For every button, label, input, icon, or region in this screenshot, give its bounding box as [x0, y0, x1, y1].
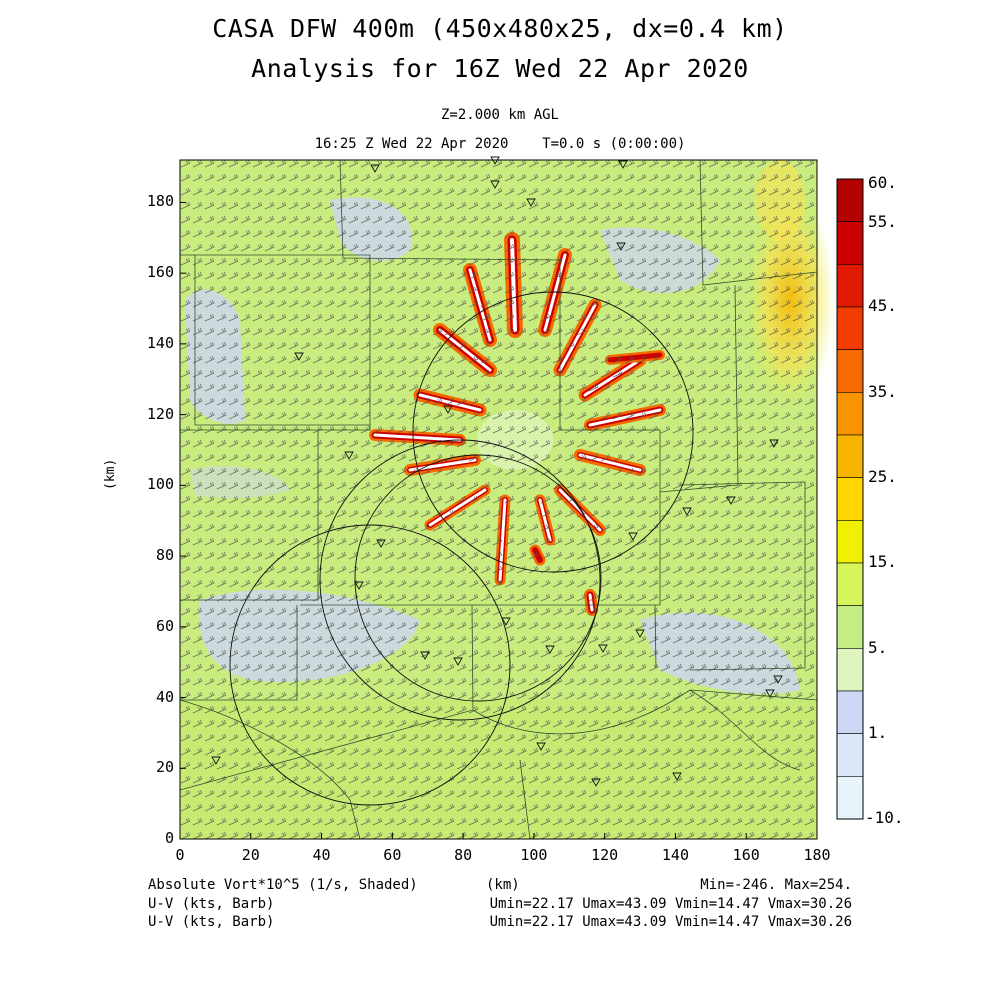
shaded-field-label: Absolute Vort*10^5 (1/s, Shaded) — [148, 877, 418, 893]
colorbar — [836, 178, 864, 820]
colorbar-label: 60. — [868, 173, 897, 192]
x-axis-label: (km) — [486, 877, 520, 893]
colorbar-swatch — [836, 264, 864, 308]
colorbar-swatch — [836, 562, 864, 606]
y-tick-label: 60 — [155, 616, 174, 635]
time-label: 16:25 Z Wed 22 Apr 2020 T=0.0 s (0:00:00… — [314, 136, 686, 152]
x-tick-label: 180 — [803, 846, 831, 864]
y-tick-label: 0 — [164, 829, 174, 847]
y-axis-label: (km) — [103, 458, 118, 490]
plot-subtitle: Analysis for 16Z Wed 22 Apr 2020 — [251, 54, 749, 83]
y-axis-ticks — [180, 201, 186, 840]
colorbar-swatch — [836, 306, 864, 350]
y-tick-label: 80 — [155, 546, 174, 565]
colorbar-swatch — [836, 690, 864, 734]
x-tick-label: 120 — [591, 846, 619, 864]
colorbar-label: 35. — [868, 382, 897, 401]
colorbar-swatch — [836, 605, 864, 649]
barb-label-2: U-V (kts, Barb) — [148, 914, 275, 930]
uv-range-1: Umin=22.17 Umax=43.09 Vmin=14.47 Vmax=30… — [489, 896, 852, 912]
colorbar-label: 1. — [868, 723, 888, 742]
y-tick-label: 40 — [155, 687, 174, 706]
colorbar-swatch — [836, 520, 864, 564]
colorbar-swatch — [836, 178, 864, 222]
x-tick-label: 160 — [732, 846, 760, 864]
colorbar-swatch — [836, 477, 864, 521]
vorticity-field — [179, 156, 835, 840]
x-tick-label: 140 — [661, 846, 689, 864]
y-tick-label: 140 — [146, 333, 174, 352]
colorbar-swatch — [836, 733, 864, 777]
colorbar-label: 45. — [868, 296, 897, 315]
colorbar-swatch — [836, 221, 864, 265]
y-tick-label: 160 — [146, 263, 174, 282]
barb-label-1: U-V (kts, Barb) — [148, 896, 275, 912]
x-tick-label: 100 — [520, 846, 548, 864]
x-tick-label: 20 — [241, 846, 260, 864]
x-tick-label: 0 — [175, 846, 185, 864]
y-tick-label: 100 — [146, 475, 174, 494]
y-tick-label: 180 — [146, 192, 174, 211]
min-max-label: Min=-246. Max=254. — [700, 877, 852, 893]
colorbar-swatch — [836, 392, 864, 436]
y-tick-label: 20 — [155, 758, 174, 777]
colorbar-label: 25. — [868, 467, 897, 486]
plot-frame — [179, 159, 818, 840]
colorbar-swatch — [836, 434, 864, 478]
y-tick-label: 120 — [146, 404, 174, 423]
x-tick-label: 80 — [454, 846, 473, 864]
colorbar-label: 15. — [868, 552, 897, 571]
colorbar-label: 55. — [868, 212, 897, 231]
plot-title: CASA DFW 400m (450x480x25, dx=0.4 km) — [212, 14, 788, 43]
x-tick-label: 40 — [312, 846, 331, 864]
colorbar-swatch — [836, 776, 864, 820]
colorbar-label: 5. — [868, 638, 888, 657]
colorbar-swatch — [836, 648, 864, 692]
uv-range-2: Umin=22.17 Umax=43.09 Vmin=14.47 Vmax=30… — [489, 914, 852, 930]
x-axis-ticks — [179, 833, 818, 839]
x-tick-label: 60 — [383, 846, 402, 864]
colorbar-label: -10. — [865, 808, 904, 827]
level-label: Z=2.000 km AGL — [440, 107, 559, 123]
colorbar-swatch — [836, 349, 864, 393]
